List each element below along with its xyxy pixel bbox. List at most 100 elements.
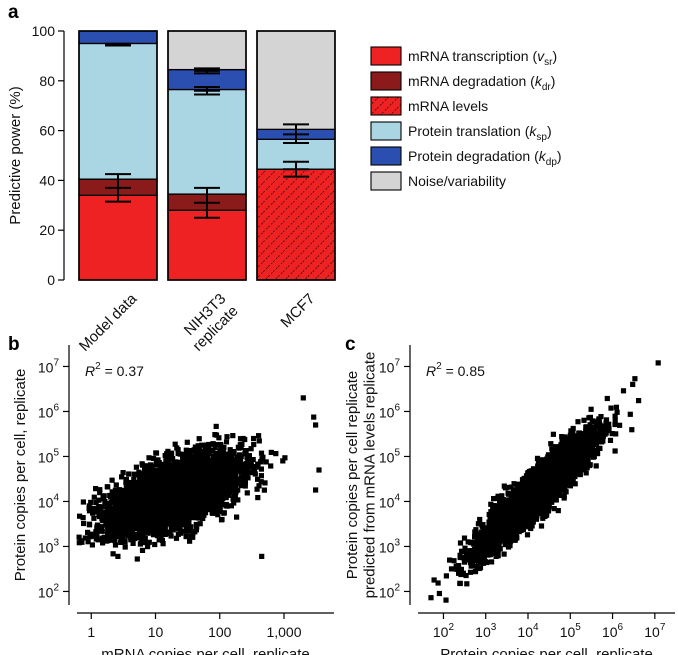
scatter-point [104,505,111,511]
scatter-point [109,533,115,539]
panel-label-a: a [8,2,19,23]
scatter-point [138,525,145,531]
scatter-point [112,542,119,548]
scatter-point [216,435,222,441]
legend-name: mRNA transcription [408,48,529,64]
x-tick-label: MCF7 [277,290,318,331]
scatter-point [119,494,126,500]
scatter-point [192,478,198,484]
scatter-point [194,451,200,457]
scatter-point [190,461,196,467]
scatter-point [196,506,202,512]
scatter-point [226,459,232,465]
legend-paren: ) [547,123,552,139]
scatter-point [131,476,137,482]
scatter-point [243,448,249,454]
scatter-point [178,530,184,536]
scatter-point [156,470,162,476]
scatter-point [170,456,176,462]
scatter-point [217,448,223,454]
scatter-point [143,471,149,477]
scatter-point [155,457,161,463]
y-tick-mantissa: 10 [38,584,54,600]
scatter-point [227,451,233,458]
scatter-point [130,540,136,546]
scatter-point [198,474,205,480]
bar-segment [78,194,158,281]
scatter-point [251,441,257,448]
scatter-point [145,544,151,550]
scatter-point [262,480,268,486]
scatter-point [118,539,124,545]
scatter-point [149,503,155,509]
bar-segment [78,42,158,180]
scatter-point [105,502,111,508]
scatter-point [184,495,190,501]
y-tick-label: 107 [38,357,60,375]
scatter-point [221,510,227,516]
scatter-point [203,494,210,500]
scatter-point [158,505,164,511]
scatter-point [208,471,214,477]
scatter-point [153,450,159,456]
legend-param-sub: dr [542,82,552,93]
scatter-point [93,529,99,535]
y-tick-exponent: 2 [53,582,59,593]
legend-swatch [370,71,402,91]
scatter-point [232,465,238,471]
scatter-point [91,515,97,521]
scatter-point [104,484,110,490]
scatter-point [98,524,105,530]
scatter-point [92,506,98,512]
scatter-point [246,453,252,459]
scatter-point [248,462,254,468]
scatter-point [137,475,143,481]
scatter-point [155,473,161,479]
scatter-point [99,516,105,522]
scatter-point [125,507,131,514]
scatter-point [125,494,131,500]
scatter-point [222,456,228,462]
scatter-point [242,436,248,443]
scatter-point [183,534,189,540]
x-tick-label: 100 [208,624,232,640]
scatter-point [235,497,241,503]
scatter-point [112,538,118,544]
scatter-point [86,521,93,527]
scatter-point [113,516,120,523]
scatter-point [101,511,107,517]
bar-outline [78,30,158,281]
scatter-point [116,495,122,501]
scatter-point [223,439,230,445]
scatter-point [224,459,230,465]
scatter-point [206,446,212,452]
scatter-point [180,451,186,458]
panel-label-c: c [345,334,356,355]
scatter-point [94,532,100,538]
scatter-point [96,512,102,518]
scatter-point [224,434,230,440]
scatter-point [99,527,105,533]
scatter-point [123,479,129,485]
scatter-point [256,433,262,439]
scatter-point [196,436,202,442]
y-axis-title: Predictive power (%) [7,86,24,224]
scatter-point [116,512,122,518]
scatter-point [213,442,219,448]
y-tick-mantissa: 10 [38,494,54,510]
legend-paren: ( [530,148,539,164]
y-tick-exponent: 7 [53,357,59,368]
y-tick-label: 106 [38,402,60,420]
scatter-point [128,488,134,494]
scatter-point [142,482,148,488]
scatter-point [151,499,157,506]
legend-name: mRNA degradation [408,73,526,89]
y-tick-mantissa: 10 [38,449,54,465]
scatter-point [210,447,216,454]
scatter-point [210,441,216,447]
scatter-point [250,457,256,463]
scatter-point [172,441,178,447]
scatter-point [170,527,176,533]
scatter-point [195,486,201,492]
scatter-point [192,496,198,502]
